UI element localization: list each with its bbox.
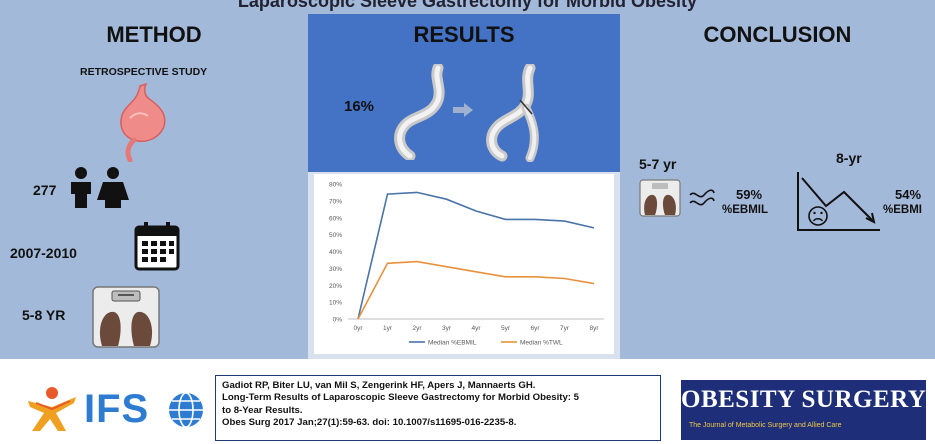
journal-title: OBESITY SURGERY: [681, 386, 927, 413]
series-line-2: [357, 260, 595, 320]
citation-reference: Obes Surg 2017 Jan;27(1):59-63. doi: 10.…: [222, 416, 517, 428]
x-tick-label: 3yr: [442, 325, 452, 332]
bypass-stomach-icon: [486, 64, 539, 162]
y-tick-label: 0%: [333, 317, 343, 324]
ifso-logo-text: IFS: [84, 387, 150, 431]
conclusion-panel: CONCLUSION 5-7 yr 59% %EBMIL 8-yr 54% %E…: [620, 14, 935, 359]
page-title: Laparoscopic Sleeve Gastrectomy for Morb…: [237, 0, 698, 11]
title-strip: Laparoscopic Sleeve Gastrectomy for Morb…: [0, 0, 935, 14]
journal-logo: OBESITY SURGERY The Journal of Metabolic…: [681, 380, 926, 440]
people-icon: [71, 167, 129, 208]
method-header: METHOD: [106, 22, 202, 47]
scale-feet-icon: [92, 286, 160, 348]
value-54: 54%: [895, 187, 922, 202]
legend-label-1: Median %EBMIL: [428, 340, 477, 347]
weight-loss-line-chart: 0% 10% 20% 30% 40% 50% 60% 70% 80% 0yr 1yr 2yr 3yr 4y…: [314, 174, 614, 354]
x-tick-label: 1yr: [383, 325, 393, 332]
approx-wave-icon: [689, 189, 715, 206]
study-type-label: RETROSPECTIVE STUDY: [80, 66, 208, 78]
period-label-2: 8-yr: [836, 150, 862, 166]
decline-chart-icon: [797, 172, 880, 231]
value-59: 59%: [736, 187, 763, 202]
citation-box: Gadiot RP, Biter LU, van Mil S, Zengerin…: [215, 375, 661, 441]
y-tick-label: 20%: [329, 283, 342, 290]
scale-feet-small-icon: [639, 179, 681, 217]
metric-label-1: %EBMIL: [722, 204, 768, 216]
x-tick-label: 5yr: [501, 325, 511, 332]
legend-label-2: Median %TWL: [520, 340, 563, 347]
conclusion-header: CONCLUSION: [703, 22, 852, 47]
x-tick-label: 8yr: [589, 325, 599, 332]
x-tick-label: 2yr: [412, 325, 422, 332]
study-years: 2007-2010: [10, 245, 77, 261]
sleeve-stomach-icon: [394, 64, 445, 160]
series-line-1: [357, 191, 595, 320]
conversion-percent: 16%: [344, 98, 375, 115]
citation-authors: Gadiot RP, Biter LU, van Mil S, Zengerin…: [222, 380, 536, 391]
citation-title-line-2: to 8-Year Results.: [222, 404, 303, 416]
results-panel: RESULTS 16% 0% 10% 20% 30% 40% 50% 60% 70% 80% 0y…: [308, 14, 620, 359]
results-header: RESULTS: [413, 22, 515, 47]
y-tick-label: 70%: [329, 198, 342, 205]
ifso-figure-icon: [28, 387, 76, 431]
citation-title-line-1: Long-Term Results of Laparoscopic Sleeve…: [222, 392, 580, 404]
journal-subtitle: The Journal of Metabolic Surgery and All…: [689, 422, 842, 429]
arrow-right-icon: [453, 103, 473, 117]
y-tick-label: 40%: [329, 249, 342, 256]
patient-count: 277: [33, 182, 57, 198]
x-tick-label: 6yr: [530, 325, 540, 332]
x-tick-label: 4yr: [471, 325, 481, 332]
period-label-1: 5-7 yr: [639, 156, 677, 172]
ifso-logo: IFS: [22, 385, 207, 433]
globe-icon: [169, 392, 203, 428]
results-header-box: RESULTS 16%: [308, 14, 620, 172]
y-tick-label: 30%: [329, 266, 342, 273]
stomach-icon: [120, 82, 166, 162]
y-tick-label: 10%: [329, 300, 342, 307]
y-tick-label: 80%: [329, 182, 342, 189]
y-tick-label: 50%: [329, 232, 342, 239]
y-tick-label: 60%: [329, 215, 342, 222]
calendar-icon: [134, 222, 180, 271]
x-tick-label: 7yr: [560, 325, 570, 332]
metric-label-2: %EBMI: [883, 204, 922, 216]
followup-duration: 5-8 YR: [22, 307, 66, 323]
x-tick-label: 0yr: [353, 325, 363, 332]
method-panel: METHOD RETROSPECTIVE STUDY 277 2007-2010…: [0, 14, 308, 359]
